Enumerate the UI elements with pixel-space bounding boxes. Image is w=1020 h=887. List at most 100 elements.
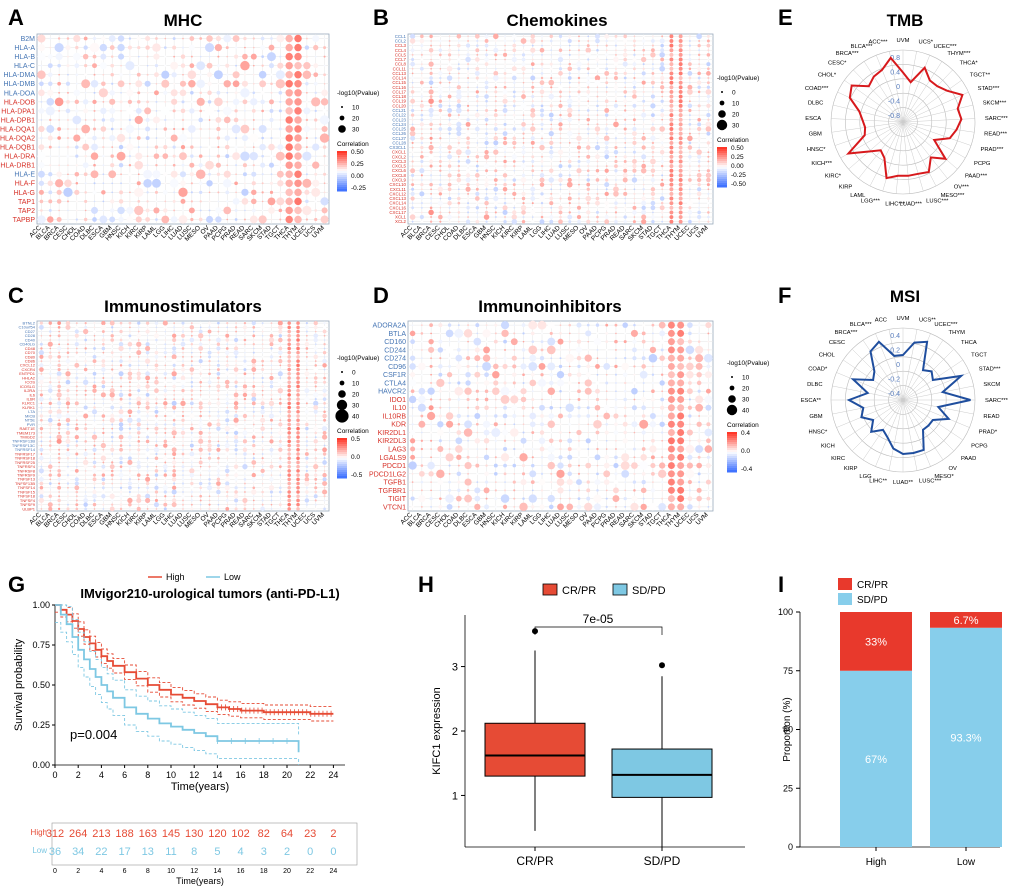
heatmap-dot <box>669 131 674 136</box>
heatmap-dot <box>129 326 131 329</box>
heatmap-dot <box>420 178 423 182</box>
heatmap-dot <box>678 62 683 67</box>
heatmap-dot <box>576 145 582 150</box>
heatmap-dot <box>120 173 122 176</box>
heatmap-dot <box>540 192 544 196</box>
heatmap-dot <box>93 499 96 502</box>
heatmap-dot <box>100 324 107 330</box>
heatmap-dot <box>40 436 43 439</box>
heatmap-dot <box>164 347 167 350</box>
color-legend-step <box>717 147 727 150</box>
heatmap-dot <box>323 347 326 350</box>
heatmap-dot <box>260 506 265 512</box>
heatmap-dot <box>82 379 89 385</box>
heatmap-dot <box>278 359 283 364</box>
heatmap-dot <box>632 210 637 215</box>
heatmap-dot <box>558 455 563 460</box>
heatmap-dot <box>118 422 124 427</box>
heatmap-dot <box>605 398 608 401</box>
heatmap-dot <box>513 132 516 135</box>
heatmap-dot <box>465 149 471 156</box>
heatmap-dot <box>586 67 590 71</box>
y-tick-label: CD80 <box>25 354 36 359</box>
heatmap-dot <box>111 410 114 413</box>
heatmap-dot <box>577 53 580 56</box>
radar-spoke <box>902 121 924 192</box>
y-tick-label: CCL13 <box>392 71 406 76</box>
heatmap-dot <box>303 125 311 133</box>
heatmap-dot <box>678 52 683 57</box>
heatmap-dot <box>217 440 220 443</box>
heatmap-dot <box>651 71 655 75</box>
heatmap-dot <box>559 398 562 401</box>
heatmap-dot <box>659 65 666 72</box>
heatmap-dot <box>191 364 193 367</box>
heatmap-dot <box>181 100 185 104</box>
heatmap-dot <box>531 72 534 75</box>
heatmap-dot <box>558 103 563 108</box>
heatmap-dot <box>698 63 701 66</box>
heatmap-dot <box>439 211 442 214</box>
heatmap-dot <box>323 465 326 468</box>
heatmap-dot <box>577 49 581 52</box>
heatmap-dot <box>604 200 609 206</box>
heatmap-dot <box>171 447 177 453</box>
heatmap-dot <box>208 398 211 401</box>
heatmap-dot <box>66 118 69 121</box>
heatmap-dot <box>660 141 664 145</box>
y-tick-label: CD48 <box>25 346 36 351</box>
heatmap-dot <box>66 406 70 409</box>
heatmap-dot <box>190 385 193 388</box>
heatmap-dot <box>84 398 87 401</box>
heatmap-dot <box>49 155 52 157</box>
heatmap-dot <box>182 406 184 409</box>
heatmap-dot <box>83 451 88 457</box>
heatmap-dot <box>678 191 683 196</box>
heatmap-dot <box>251 460 257 465</box>
heatmap-dot <box>277 379 283 385</box>
heatmap-dot <box>567 454 573 460</box>
heatmap-dot <box>93 415 96 417</box>
heatmap-dot <box>419 168 425 174</box>
heatmap-dot <box>182 440 184 443</box>
heatmap-dot <box>38 189 44 195</box>
heatmap-dot <box>287 469 291 473</box>
heatmap-dot <box>428 89 434 95</box>
heatmap-dot <box>577 76 581 80</box>
heatmap-dot <box>270 372 273 375</box>
heatmap-dot <box>558 122 563 127</box>
heatmap-dot <box>93 343 96 346</box>
heatmap-dot <box>632 347 637 353</box>
heatmap-dot <box>252 351 255 354</box>
heatmap-dot <box>420 447 424 451</box>
heatmap-dot <box>190 343 194 346</box>
heatmap-dot <box>296 456 300 460</box>
heatmap-dot <box>445 494 454 503</box>
heatmap-dot <box>322 413 327 419</box>
heatmap-dot <box>296 346 300 351</box>
heatmap-dot <box>650 463 656 469</box>
heatmap-dot <box>614 211 618 214</box>
heatmap-dot <box>559 447 562 451</box>
heatmap-dot <box>411 220 414 223</box>
heatmap-dot <box>669 150 674 155</box>
heatmap-dot <box>305 469 308 472</box>
heatmap-dot <box>466 146 470 149</box>
heatmap-dot <box>678 127 683 131</box>
heatmap-dot <box>492 387 500 395</box>
heatmap-dot <box>323 402 326 405</box>
y-tick-label: CXCL9 <box>392 178 407 183</box>
heatmap-dot <box>182 73 184 76</box>
heatmap-dot <box>494 481 497 483</box>
heatmap-dot <box>40 402 43 405</box>
heatmap-dot <box>100 53 107 60</box>
heatmap-dot <box>578 464 580 467</box>
heatmap-dot <box>436 469 445 479</box>
y-tick-label: CXCL5 <box>392 164 407 169</box>
heatmap-dot <box>667 503 675 511</box>
heatmap-dot <box>101 36 106 41</box>
heatmap-dot <box>268 207 275 214</box>
heatmap-dot <box>154 379 159 385</box>
y-tick-label: TNFSF18 <box>18 494 36 499</box>
heatmap-dot <box>483 380 490 386</box>
